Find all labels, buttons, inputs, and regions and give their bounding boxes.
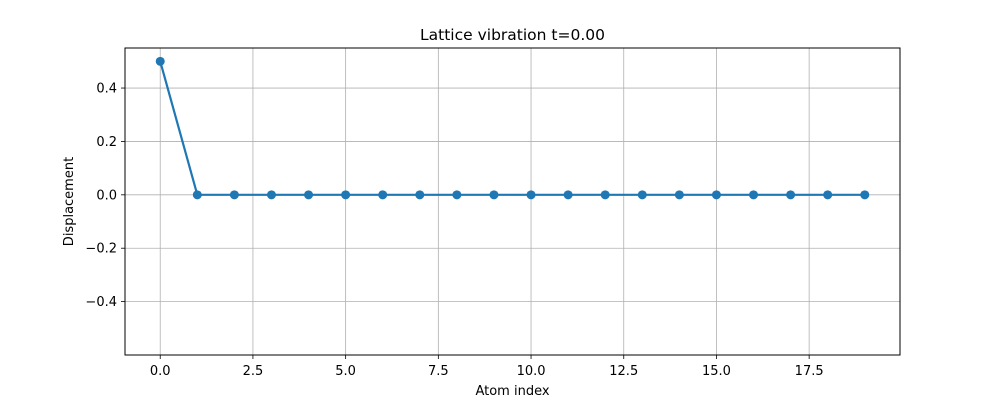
data-point: [637, 190, 647, 200]
series-layer: [155, 56, 870, 200]
data-point: [860, 190, 870, 200]
y-tick-label: −0.2: [85, 242, 117, 257]
data-point: [674, 190, 684, 200]
data-point: [711, 190, 721, 200]
data-point: [378, 190, 388, 200]
x-tick-label: 0.0: [150, 364, 171, 379]
data-point: [749, 190, 759, 200]
data-point: [563, 190, 573, 200]
y-tick-label: −0.4: [85, 295, 117, 310]
x-tick-label: 7.5: [428, 364, 449, 379]
y-tick-label: 0.4: [96, 82, 117, 97]
data-point: [786, 190, 796, 200]
data-point: [155, 56, 165, 66]
data-point: [600, 190, 610, 200]
data-point: [304, 190, 314, 200]
x-tick-label: 2.5: [243, 364, 264, 379]
data-point: [192, 190, 202, 200]
data-point: [526, 190, 536, 200]
chart-title: Lattice vibration t=0.00: [420, 26, 605, 44]
x-tick-label: 15.0: [702, 364, 731, 379]
data-point: [229, 190, 239, 200]
series-line: [159, 61, 865, 196]
y-axis-label: Displacement: [62, 157, 77, 246]
y-tick-label: 0.0: [96, 188, 117, 203]
data-point: [266, 190, 276, 200]
x-tick-label: 5.0: [335, 364, 356, 379]
data-point: [823, 190, 833, 200]
data-point: [452, 190, 462, 200]
x-tick-label: 17.5: [795, 364, 824, 379]
ticks: 0.0 2.5 5.0 7.5 10.0 12.5 15.0 17.5 0.4 0.2 0.0 −0.…: [85, 82, 823, 379]
x-tick-label: 12.5: [609, 364, 638, 379]
plot-frame: [124, 47, 901, 356]
data-point: [415, 190, 425, 200]
data-point: [341, 190, 351, 200]
x-axis-label: Atom index: [475, 384, 549, 399]
x-tick-label: 10.0: [517, 364, 546, 379]
data-point: [489, 190, 499, 200]
y-tick-label: 0.2: [96, 135, 117, 150]
